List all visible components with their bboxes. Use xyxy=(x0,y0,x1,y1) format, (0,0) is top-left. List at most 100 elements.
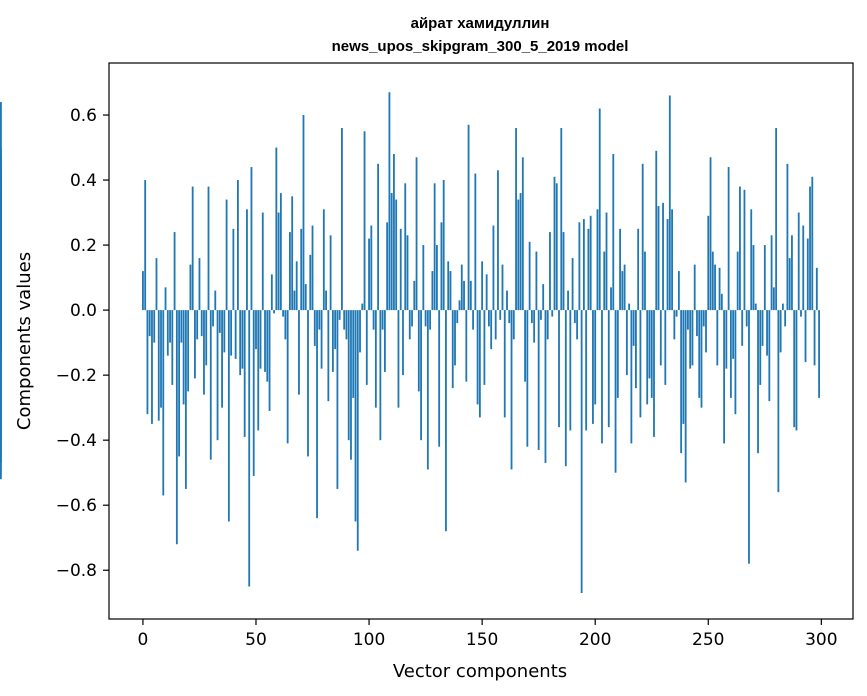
bar xyxy=(612,154,615,311)
bar xyxy=(438,310,441,447)
bar xyxy=(180,310,183,343)
bar xyxy=(598,108,601,311)
chart-title-line-1: айрат хамидуллин xyxy=(411,15,550,32)
bar xyxy=(530,310,533,324)
bar xyxy=(718,267,721,311)
bar xyxy=(465,310,468,382)
bar xyxy=(354,310,357,522)
bar xyxy=(234,310,237,359)
bar xyxy=(564,310,567,467)
bar xyxy=(727,167,730,311)
bar xyxy=(406,235,409,311)
bar xyxy=(447,261,450,311)
bar xyxy=(200,310,203,337)
bar xyxy=(512,310,515,340)
bar xyxy=(711,251,714,311)
bar xyxy=(313,310,316,346)
bar xyxy=(573,310,576,324)
bar xyxy=(370,225,373,311)
bar xyxy=(521,157,524,311)
bar xyxy=(397,310,400,408)
bar xyxy=(793,310,796,428)
bar xyxy=(809,186,811,311)
bar xyxy=(279,193,282,311)
bar xyxy=(558,310,560,428)
bar xyxy=(460,264,463,311)
bar xyxy=(673,310,676,340)
bar xyxy=(806,238,809,311)
chart-title-line-2: news_upos_skipgram_300_5_2019 model xyxy=(332,38,629,55)
bar xyxy=(175,310,178,545)
bar xyxy=(463,280,465,311)
y-axis-ticks: −0.8 −0.6 −0.4 −0.2 0.0 0.2 0.4 0.6 xyxy=(56,106,109,581)
bar xyxy=(458,300,461,311)
bar xyxy=(225,199,228,311)
bar xyxy=(476,310,479,405)
y-tick-label: 0.0 xyxy=(70,301,97,321)
bar xyxy=(791,235,793,311)
y-tick-label: 0.4 xyxy=(70,171,97,191)
bar xyxy=(811,176,814,311)
bar xyxy=(198,258,201,311)
x-tick-label: 250 xyxy=(692,630,724,650)
bar xyxy=(657,206,660,311)
x-tick-label: 100 xyxy=(353,630,385,650)
bar xyxy=(546,310,549,340)
bar xyxy=(189,264,192,311)
x-tick-label: 300 xyxy=(805,630,837,650)
bar xyxy=(499,310,502,320)
bar xyxy=(417,310,420,392)
bar xyxy=(184,310,187,489)
bar xyxy=(528,241,531,311)
bar xyxy=(472,310,474,330)
bar xyxy=(243,310,246,437)
bar xyxy=(304,284,307,311)
bar xyxy=(562,232,565,311)
y-tick-label: −0.4 xyxy=(56,431,97,451)
bar xyxy=(741,310,744,346)
bar xyxy=(442,180,445,311)
bar xyxy=(268,310,271,411)
bar xyxy=(729,310,732,398)
bar xyxy=(549,232,551,311)
bar xyxy=(736,251,739,311)
bar xyxy=(786,163,789,311)
bar xyxy=(440,222,443,311)
bar xyxy=(671,209,673,311)
bar xyxy=(402,310,404,376)
bar xyxy=(784,310,787,327)
bar xyxy=(420,310,422,441)
bar xyxy=(424,310,427,327)
bar xyxy=(232,228,235,311)
bar xyxy=(510,310,513,470)
bar xyxy=(295,261,298,311)
bar xyxy=(485,274,488,311)
bar xyxy=(777,310,780,493)
bar xyxy=(748,310,750,564)
bar xyxy=(537,310,540,450)
bar xyxy=(209,310,212,460)
x-tick-label: 0 xyxy=(138,630,149,650)
bar xyxy=(752,245,755,311)
bar xyxy=(637,228,640,311)
bar xyxy=(431,271,434,311)
bar xyxy=(594,310,597,405)
bar xyxy=(171,310,174,385)
bar xyxy=(404,183,407,311)
bar xyxy=(650,310,653,398)
bar xyxy=(481,261,484,311)
bar xyxy=(216,310,219,441)
bar xyxy=(666,219,669,311)
bar xyxy=(560,128,563,311)
bar xyxy=(336,310,339,489)
bar xyxy=(275,147,278,311)
bar xyxy=(266,310,269,382)
bar xyxy=(571,258,574,311)
bar xyxy=(383,310,386,372)
bar xyxy=(759,310,762,385)
bar xyxy=(169,310,171,343)
bar xyxy=(345,310,348,340)
bar xyxy=(300,228,303,311)
y-tick-label: 0.6 xyxy=(70,106,97,126)
bar xyxy=(187,310,190,392)
